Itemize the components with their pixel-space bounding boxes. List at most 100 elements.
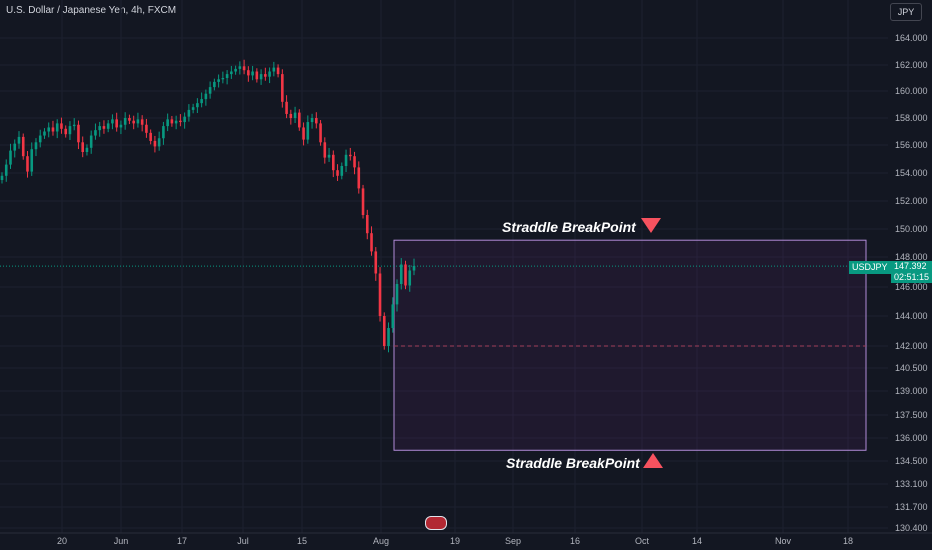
candle-body xyxy=(191,107,195,110)
candle-body xyxy=(272,67,276,72)
price-tick-label: 136.000 xyxy=(895,433,928,443)
price-tick-label: 150.000 xyxy=(895,224,928,234)
time-tick-label: Aug xyxy=(373,536,389,546)
candle xyxy=(242,59,246,75)
candle xyxy=(89,130,93,154)
candle-body xyxy=(102,126,106,129)
candle-body xyxy=(166,119,169,127)
candle xyxy=(255,68,259,83)
time-tick-label: Jun xyxy=(114,536,129,546)
candle xyxy=(276,64,280,78)
candle-body xyxy=(30,149,34,172)
candle xyxy=(404,260,407,290)
candle-body xyxy=(145,124,148,133)
time-tick-label: 17 xyxy=(177,536,187,546)
candle-body xyxy=(259,74,263,80)
candle xyxy=(145,118,148,138)
candle-body xyxy=(200,99,203,104)
candle xyxy=(234,65,237,75)
candle xyxy=(272,61,276,77)
candle xyxy=(64,125,68,138)
chart-title: U.S. Dollar / Japanese Yen, 4h, FXCM xyxy=(6,5,177,16)
candle xyxy=(251,65,254,81)
candle-body xyxy=(382,316,386,346)
candle xyxy=(331,150,335,178)
candle xyxy=(247,66,250,82)
candle xyxy=(128,114,131,125)
candle-body xyxy=(128,118,131,121)
candle-body xyxy=(157,138,161,147)
candle xyxy=(399,258,403,290)
time-tick-label: 15 xyxy=(297,536,307,546)
candle xyxy=(217,74,220,88)
candle xyxy=(213,78,216,91)
candle xyxy=(174,115,178,130)
currency-selector[interactable]: JPY xyxy=(890,3,922,21)
candle xyxy=(382,312,386,350)
candle xyxy=(47,122,51,138)
economic-events-icon[interactable] xyxy=(425,516,447,530)
candle xyxy=(353,151,356,175)
straddle-breakpoint-bottom-label: Straddle BreakPoint xyxy=(506,455,640,471)
time-tick-label: 16 xyxy=(570,536,580,546)
candle xyxy=(204,89,208,106)
candle-body xyxy=(119,124,123,128)
price-tick-label: 144.000 xyxy=(895,311,928,321)
candle-body xyxy=(387,328,390,346)
price-tick-label: 139.000 xyxy=(895,386,928,396)
candle xyxy=(34,138,38,157)
candle-body xyxy=(0,175,4,180)
candle-body xyxy=(136,119,140,124)
candle xyxy=(374,247,378,281)
price-tick-label: 140.500 xyxy=(895,363,928,373)
candle-body xyxy=(293,112,297,118)
candle xyxy=(298,109,301,131)
candle xyxy=(361,184,365,219)
candle-body xyxy=(72,124,76,127)
candle-body xyxy=(255,71,259,80)
candle xyxy=(187,104,191,122)
candle-body xyxy=(230,71,233,75)
candle-body xyxy=(213,81,216,88)
straddle-breakpoint-top-label: Straddle BreakPoint xyxy=(502,219,636,235)
candle xyxy=(77,120,80,150)
candle xyxy=(132,115,135,130)
candle xyxy=(140,115,144,132)
candle xyxy=(123,112,127,130)
candle-body xyxy=(408,270,412,286)
candle-body xyxy=(217,79,220,82)
candle-body xyxy=(115,119,118,128)
candle xyxy=(4,159,8,182)
candle xyxy=(378,267,382,322)
price-tick-label: 154.000 xyxy=(895,168,928,178)
price-tick-label: 148.000 xyxy=(895,252,928,262)
price-tick-label: 137.500 xyxy=(895,410,928,420)
candle xyxy=(306,115,310,144)
candle xyxy=(102,120,106,134)
price-tick-label: 152.000 xyxy=(895,196,928,206)
candle-body xyxy=(348,154,352,157)
time-tick-label: 19 xyxy=(450,536,460,546)
candle-body xyxy=(306,122,310,140)
candle-body xyxy=(357,167,361,189)
candle-body xyxy=(187,109,191,117)
candle-body xyxy=(247,70,250,76)
candle xyxy=(225,70,229,85)
candle xyxy=(153,135,157,153)
time-tick-label: Jul xyxy=(237,536,249,546)
candle-body xyxy=(89,135,93,148)
candle xyxy=(170,115,174,127)
straddle-box xyxy=(0,239,888,451)
straddle-range xyxy=(393,239,867,451)
candle-body xyxy=(331,154,335,171)
candle-body xyxy=(94,130,97,136)
candle xyxy=(157,131,161,151)
price-tick-label: 134.500 xyxy=(895,456,928,466)
candle xyxy=(340,162,344,180)
candle-body xyxy=(77,124,80,143)
candle xyxy=(119,120,123,135)
candle xyxy=(259,69,263,85)
candle-body xyxy=(204,93,208,100)
candle-body xyxy=(106,123,110,129)
